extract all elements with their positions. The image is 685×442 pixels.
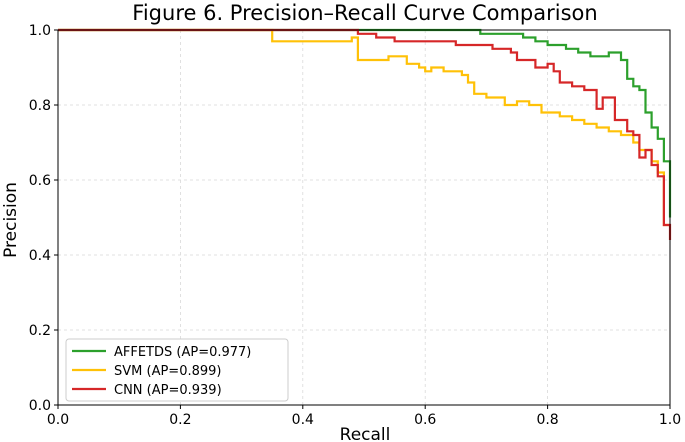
chart-title: Figure 6. Precision–Recall Curve Compari… [132, 1, 597, 25]
legend: AFFETDS (AP=0.977) SVM (AP=0.899) CNN (AP=… [65, 338, 289, 402]
legend-box [65, 338, 289, 402]
x-tick-label: 0.2 [169, 412, 191, 428]
y-tick-label: 1.0 [29, 23, 51, 39]
x-tick-label: 1.0 [659, 412, 681, 428]
x-tick-label: 0.8 [536, 412, 558, 428]
series-line-affetds [58, 28, 672, 218]
x-axis-label: Recall [340, 425, 391, 442]
y-axis-label: Precision [1, 182, 21, 258]
x-tick-label: 0.0 [47, 412, 69, 428]
y-tick-label: 0.6 [29, 173, 51, 189]
y-tick-label: 0.2 [29, 323, 51, 339]
y-tick-label: 0.0 [29, 398, 51, 414]
tick-layer: 0.0 0.2 0.4 0.6 0.8 1.0 0.0 0.2 0.4 0.6 0.8 1.0 [29, 23, 681, 428]
legend-label-svm: SVM (AP=0.899) [114, 364, 221, 379]
x-tick-label: 0.4 [292, 412, 314, 428]
y-tick-label: 0.8 [29, 98, 51, 114]
series-line-svm [58, 28, 670, 227]
plot-frame [57, 29, 671, 406]
legend-label-affetds: AFFETDS (AP=0.977) [114, 345, 251, 360]
y-tick-label: 0.4 [29, 248, 51, 264]
series-layer [58, 28, 672, 240]
legend-entries: AFFETDS (AP=0.977) SVM (AP=0.899) CNN (AP=… [72, 345, 251, 398]
legend-label-cnn: CNN (AP=0.939) [114, 383, 222, 398]
series-line-cnn [58, 28, 672, 240]
x-tick-label: 0.6 [414, 412, 436, 428]
